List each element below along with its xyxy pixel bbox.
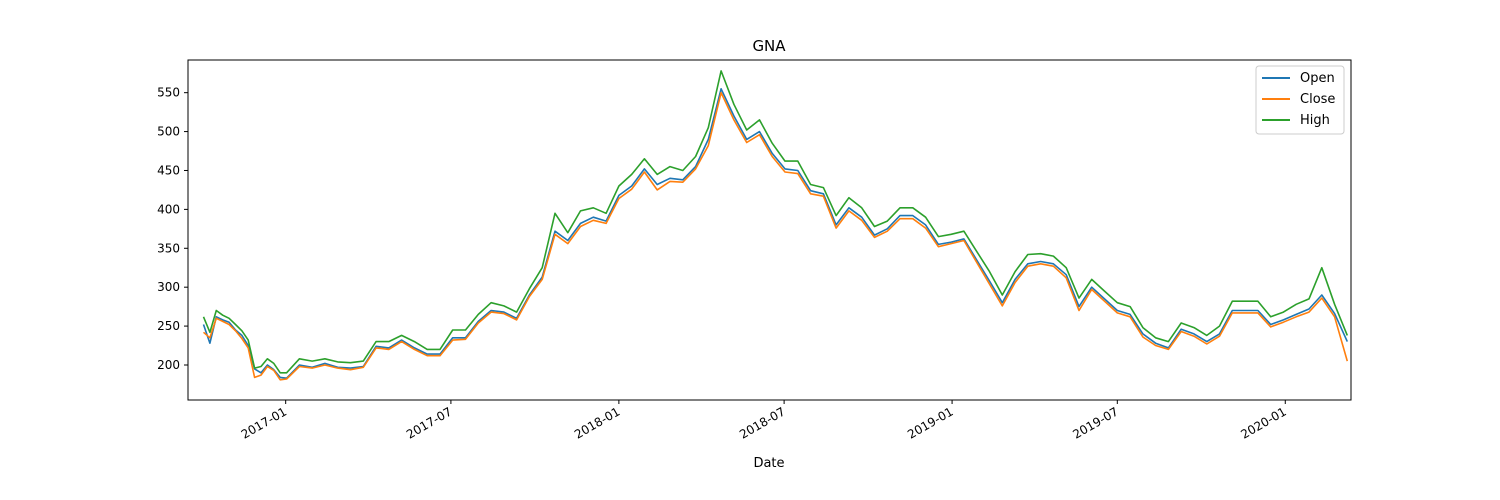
x-tick-label: 2017-01 [239,404,289,441]
y-tick-label: 400 [157,202,180,216]
y-tick-label: 300 [157,280,180,294]
x-tick-label: 2017-07 [404,404,454,441]
y-tick-label: 200 [157,358,180,372]
legend-label-open: Open [1300,71,1335,86]
x-tick-label: 2019-07 [1070,404,1120,441]
y-tick-label: 550 [157,86,180,100]
x-tick-label: 2020-01 [1238,404,1288,441]
x-axis: 2017-01 2017-07 2018-01 2018-07 2019-01 2019-… [239,400,1289,442]
y-tick-label: 250 [157,319,180,333]
series-layer [202,70,1349,381]
series-line-high [202,70,1349,374]
x-tick-label: 2018-07 [737,404,787,441]
x-tick-label: 2019-01 [905,404,955,441]
y-tick-label: 500 [157,125,180,139]
legend: Open Close High [1255,65,1345,135]
x-axis-title: Date [753,456,784,471]
legend-box [1255,65,1345,135]
chart-title: GNA [752,37,786,55]
x-tick-label: 2018-01 [572,404,622,441]
legend-label-close: Close [1300,92,1335,107]
legend-label-high: High [1300,113,1330,128]
plot-area [187,59,1352,401]
series-line-open [202,88,1349,380]
y-tick-label: 350 [157,241,180,255]
series-line-close [202,91,1349,381]
y-tick-label: 450 [157,163,180,177]
y-axis: 200 250 300 350 400 450 500 550 [157,86,188,372]
